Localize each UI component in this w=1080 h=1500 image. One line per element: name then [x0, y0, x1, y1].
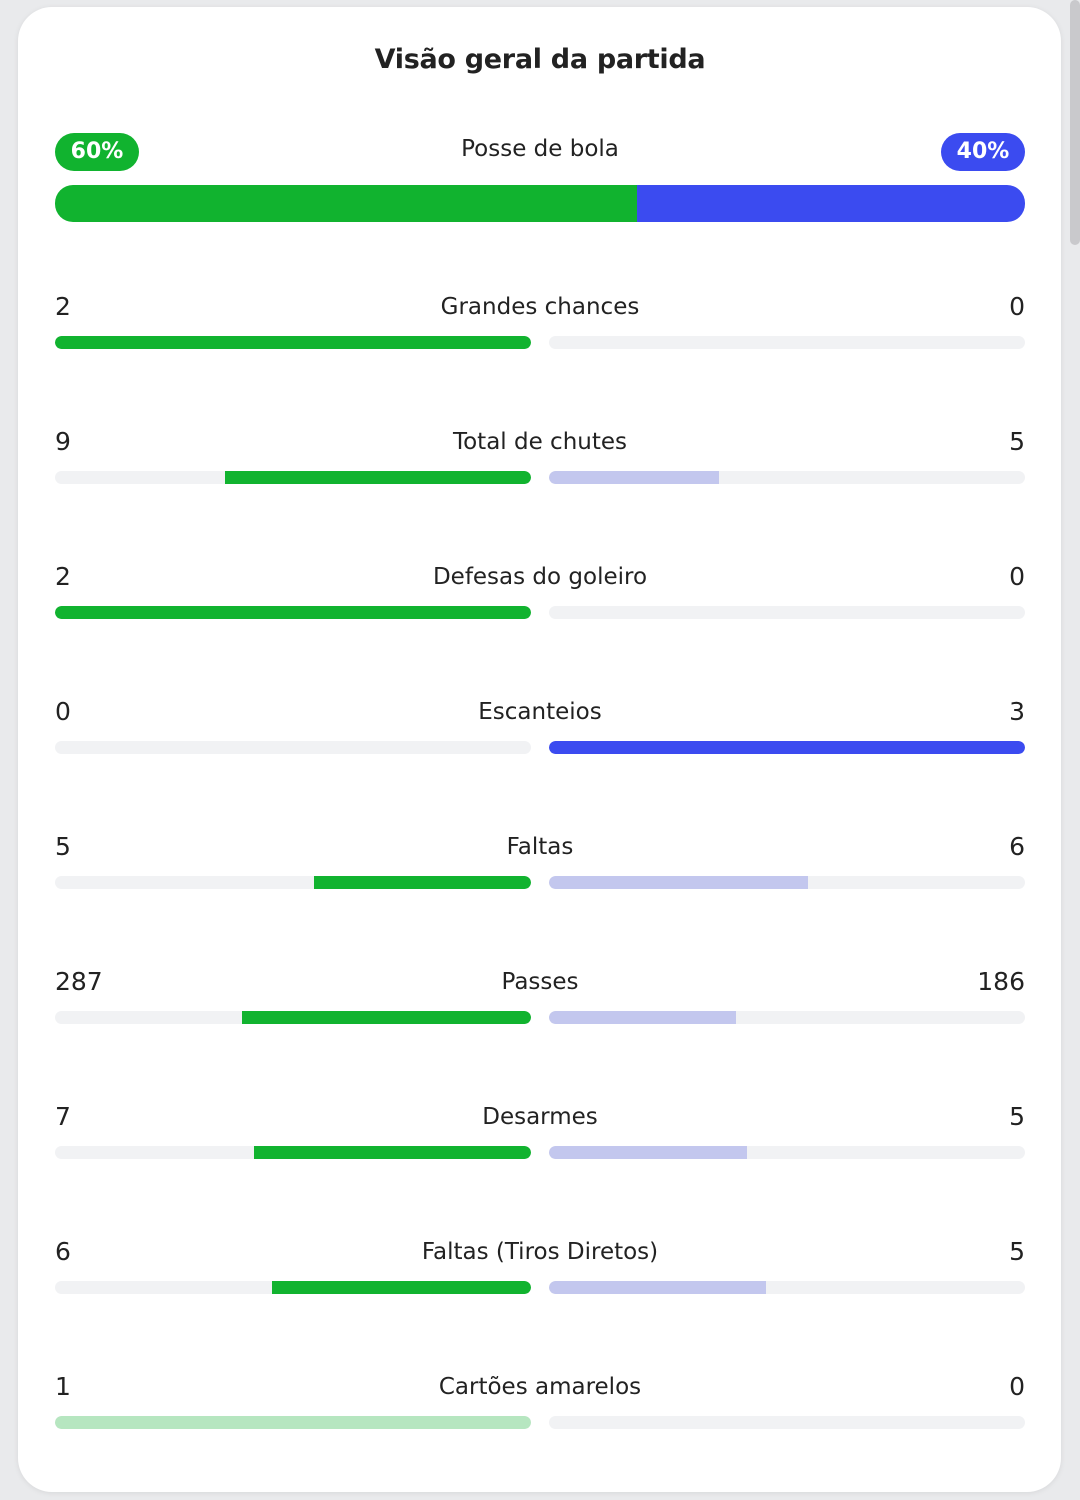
- home-bar-track: [55, 1281, 531, 1294]
- stat-row: 1 Cartões amarelos 0: [0, 1372, 1080, 1452]
- home-value: 2: [55, 562, 71, 591]
- home-bar-fill: [224, 471, 531, 484]
- away-bar-fill: [549, 1281, 766, 1294]
- away-value: 5: [1009, 427, 1025, 456]
- away-bar-track: [549, 741, 1025, 754]
- home-possession-badge: 60%: [55, 133, 139, 171]
- away-value: 0: [1009, 1372, 1025, 1401]
- away-bar-track: [549, 1281, 1025, 1294]
- home-value: 7: [55, 1102, 71, 1131]
- home-bar-fill: [253, 1146, 531, 1159]
- stat-label: Cartões amarelos: [438, 1374, 642, 1400]
- possession-label: Posse de bola: [461, 136, 619, 162]
- away-value: 6: [1009, 832, 1025, 861]
- stat-row: 287 Passes 186: [0, 967, 1080, 1047]
- card-title: Visão geral da partida: [374, 44, 706, 75]
- stat-label: Escanteios: [478, 699, 602, 725]
- home-value: 5: [55, 832, 71, 861]
- possession-bar: [55, 185, 1025, 222]
- home-value: 9: [55, 427, 71, 456]
- stat-row: 0 Escanteios 3: [0, 697, 1080, 777]
- stat-row: 6 Faltas (Tiros Diretos) 5: [0, 1237, 1080, 1317]
- home-bar-track: [55, 471, 531, 484]
- away-value: 5: [1009, 1102, 1025, 1131]
- possession-bar-home: [55, 185, 637, 222]
- home-bar-fill: [55, 336, 531, 349]
- away-value: 186: [977, 967, 1025, 996]
- away-value: 0: [1009, 562, 1025, 591]
- home-bar-fill: [314, 876, 531, 889]
- stat-label: Faltas (Tiros Diretos): [421, 1239, 659, 1265]
- away-value: 0: [1009, 292, 1025, 321]
- stat-label: Passes: [501, 969, 579, 995]
- away-bar-track: [549, 336, 1025, 349]
- stat-label: Defesas do goleiro: [432, 564, 648, 590]
- home-value: 2: [55, 292, 71, 321]
- away-bar-track: [549, 471, 1025, 484]
- away-bar-fill: [549, 471, 719, 484]
- away-bar-fill: [549, 741, 1025, 754]
- away-value: 3: [1009, 697, 1025, 726]
- stat-row: 2 Defesas do goleiro 0: [0, 562, 1080, 642]
- home-bar-track: [55, 1416, 531, 1429]
- away-bar-track: [549, 1011, 1025, 1024]
- stat-row: 9 Total de chutes 5: [0, 427, 1080, 507]
- home-bar-fill: [271, 1281, 531, 1294]
- away-bar-fill: [549, 876, 809, 889]
- away-bar-track: [549, 606, 1025, 619]
- home-bar-track: [55, 336, 531, 349]
- away-possession-badge: 40%: [941, 133, 1025, 171]
- away-bar-track: [549, 1416, 1025, 1429]
- home-bar-track: [55, 1011, 531, 1024]
- home-bar-track: [55, 1146, 531, 1159]
- home-bar-track: [55, 741, 531, 754]
- stat-row: 5 Faltas 6: [0, 832, 1080, 912]
- stat-row: 7 Desarmes 5: [0, 1102, 1080, 1182]
- scrollbar[interactable]: [1070, 0, 1080, 245]
- home-bar-fill: [55, 606, 531, 619]
- home-bar-track: [55, 606, 531, 619]
- home-bar-fill: [242, 1011, 531, 1024]
- away-bar-track: [549, 1146, 1025, 1159]
- home-value: 1: [55, 1372, 71, 1401]
- stat-label: Desarmes: [482, 1104, 598, 1130]
- possession-bar-away: [637, 185, 1025, 222]
- away-value: 5: [1009, 1237, 1025, 1266]
- home-value: 0: [55, 697, 71, 726]
- stat-label: Faltas: [506, 834, 574, 860]
- home-value: 6: [55, 1237, 71, 1266]
- home-value: 287: [55, 967, 103, 996]
- stat-label: Total de chutes: [452, 429, 628, 455]
- stat-row: 2 Grandes chances 0: [0, 292, 1080, 372]
- away-bar-fill: [549, 1146, 748, 1159]
- stat-label: Grandes chances: [440, 294, 640, 320]
- away-bar-track: [549, 876, 1025, 889]
- home-bar-track: [55, 876, 531, 889]
- home-bar-fill: [55, 1416, 531, 1429]
- away-bar-fill: [549, 1011, 737, 1024]
